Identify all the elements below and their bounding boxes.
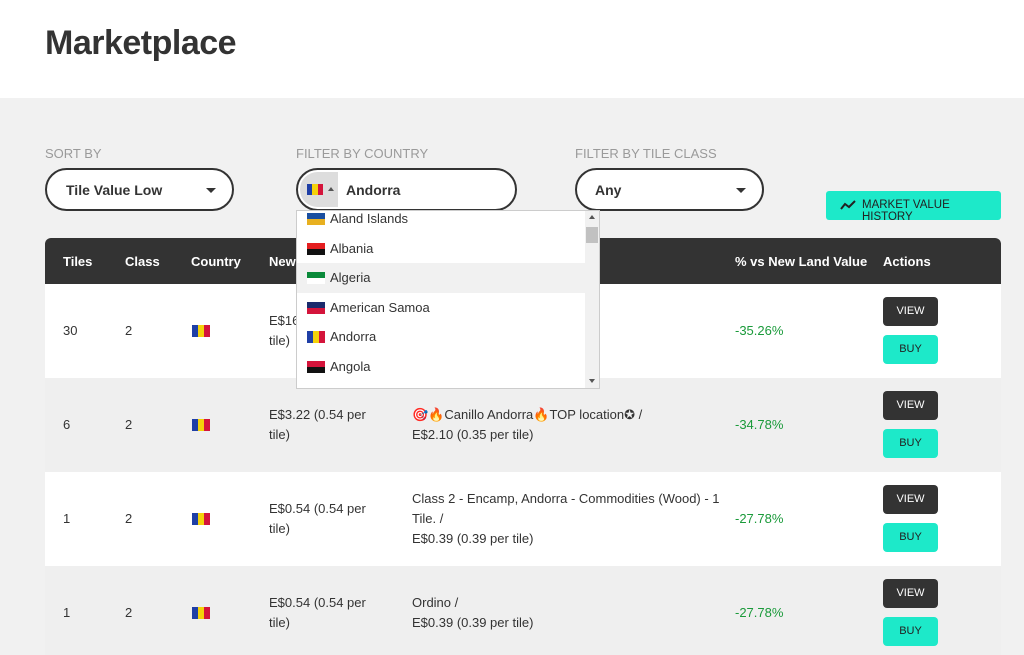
tiles-cell: 6 xyxy=(63,417,71,432)
column-header: % vs New Land Value xyxy=(735,254,868,269)
price-line: E$0.54 (0.54 per xyxy=(269,595,366,610)
sort-select[interactable]: Tile Value Low xyxy=(45,168,234,211)
class-cell: 2 xyxy=(125,417,133,432)
country-dropdown: Aland Islands Albania Algeria American Samo… xyxy=(296,210,600,389)
price-line: E$3.22 (0.54 per xyxy=(269,407,366,422)
history-button[interactable]: MARKET VALUE HISTORY xyxy=(826,191,1001,223)
flag-icon xyxy=(307,360,325,373)
flag-icon xyxy=(307,242,325,255)
dropdown-option[interactable]: Aland Islands xyxy=(297,211,585,234)
option-label: Algeria xyxy=(330,270,371,285)
percent-cell: -35.26% xyxy=(735,323,784,338)
option-label: American Samoa xyxy=(330,299,430,315)
flag-icon xyxy=(307,331,325,343)
flag-icon xyxy=(192,325,210,337)
table-row: 1 2 E$0.54 (0.54 per tile) Ordino / E$0.39 (0… xyxy=(45,566,1001,655)
view-button[interactable]: VIEW xyxy=(883,485,938,514)
price-line: E$16 xyxy=(269,313,300,328)
flag-icon xyxy=(192,513,210,525)
flag-icon xyxy=(192,607,210,619)
class-select[interactable]: Any xyxy=(575,168,764,211)
option-label: Andorra xyxy=(330,329,377,344)
view-button[interactable]: VIEW xyxy=(883,297,938,326)
class-cell: 2 xyxy=(125,511,133,526)
flag-toggle[interactable] xyxy=(300,172,338,207)
price-line: E$0.54 (0.54 per xyxy=(269,501,366,516)
dropdown-option[interactable]: Algeria xyxy=(297,263,585,293)
table-row: 1 2 E$0.54 (0.54 per tile) Class 2 - Encamp,… xyxy=(45,472,1001,566)
flag-icon xyxy=(307,213,325,225)
table-row: 6 2 E$3.22 (0.54 per tile) 🎯🔥Canillo Andorra… xyxy=(45,378,1001,472)
percent-cell: -27.78% xyxy=(735,511,784,526)
dropdown-option[interactable]: American Samoa xyxy=(297,292,585,322)
trend-icon xyxy=(840,200,856,210)
listing-line: 🎯🔥Canillo Andorra🔥TOP location✪ / xyxy=(412,407,643,422)
buy-button[interactable]: BUY xyxy=(883,617,938,646)
dropdown-option[interactable]: Andorra xyxy=(297,322,585,352)
percent-cell: -34.78% xyxy=(735,417,784,432)
class-cell: 2 xyxy=(125,605,133,620)
filter-label: FILTER BY TILE CLASS xyxy=(575,146,717,161)
option-label: Albania xyxy=(330,240,374,256)
flag-icon xyxy=(307,301,325,314)
view-button[interactable]: VIEW xyxy=(883,391,938,420)
column-header: Country xyxy=(191,254,241,269)
price-line: tile) xyxy=(269,615,290,630)
header: Marketplace xyxy=(0,0,1024,98)
scrollbar[interactable] xyxy=(585,211,599,388)
listing-line: Ordino / xyxy=(412,595,459,610)
select-value: Any xyxy=(595,182,622,198)
percent-cell: -27.78% xyxy=(735,605,784,620)
dropdown-option[interactable]: Angola xyxy=(297,351,585,381)
price-line: tile) xyxy=(269,521,290,536)
listing-line: Tile. / xyxy=(412,511,444,526)
buy-button[interactable]: BUY xyxy=(883,335,938,364)
tiles-cell: 30 xyxy=(63,323,78,338)
button-label: MARKET VALUE HISTORY xyxy=(862,199,950,223)
select-value: Andorra xyxy=(346,182,401,198)
buy-button[interactable]: BUY xyxy=(883,429,938,458)
column-header: Actions xyxy=(883,254,931,269)
select-value: Tile Value Low xyxy=(66,182,163,198)
option-label: Angola xyxy=(330,358,371,374)
column-header: Tiles xyxy=(63,254,93,269)
filter-label: FILTER BY COUNTRY xyxy=(296,146,429,161)
listing-line: E$2.10 (0.35 per tile) xyxy=(412,427,534,442)
filter-label: SORT BY xyxy=(45,146,102,161)
price-line: tile) xyxy=(269,427,290,442)
tiles-cell: 1 xyxy=(63,605,71,620)
flag-icon xyxy=(307,272,325,284)
page-title: Marketplace xyxy=(45,24,237,62)
option-label: Aland Islands xyxy=(330,211,409,226)
class-cell: 2 xyxy=(125,323,133,338)
flag-icon xyxy=(192,419,210,431)
buy-button[interactable]: BUY xyxy=(883,523,938,552)
option-label: Anguilla xyxy=(330,388,376,389)
listing-line: E$0.39 (0.39 per tile) xyxy=(412,615,534,630)
price-line: tile) xyxy=(269,333,290,348)
country-select[interactable]: Andorra xyxy=(296,168,517,211)
dropdown-option[interactable]: Albania xyxy=(297,233,585,263)
column-header: Class xyxy=(125,254,160,269)
tiles-cell: 1 xyxy=(63,511,71,526)
dropdown-option[interactable]: Anguilla xyxy=(297,381,585,389)
listing-line: Class 2 - Encamp, Andorra - Commodities … xyxy=(412,491,720,506)
listing-line: E$0.39 (0.39 per tile) xyxy=(412,531,534,546)
view-button[interactable]: VIEW xyxy=(883,579,938,608)
